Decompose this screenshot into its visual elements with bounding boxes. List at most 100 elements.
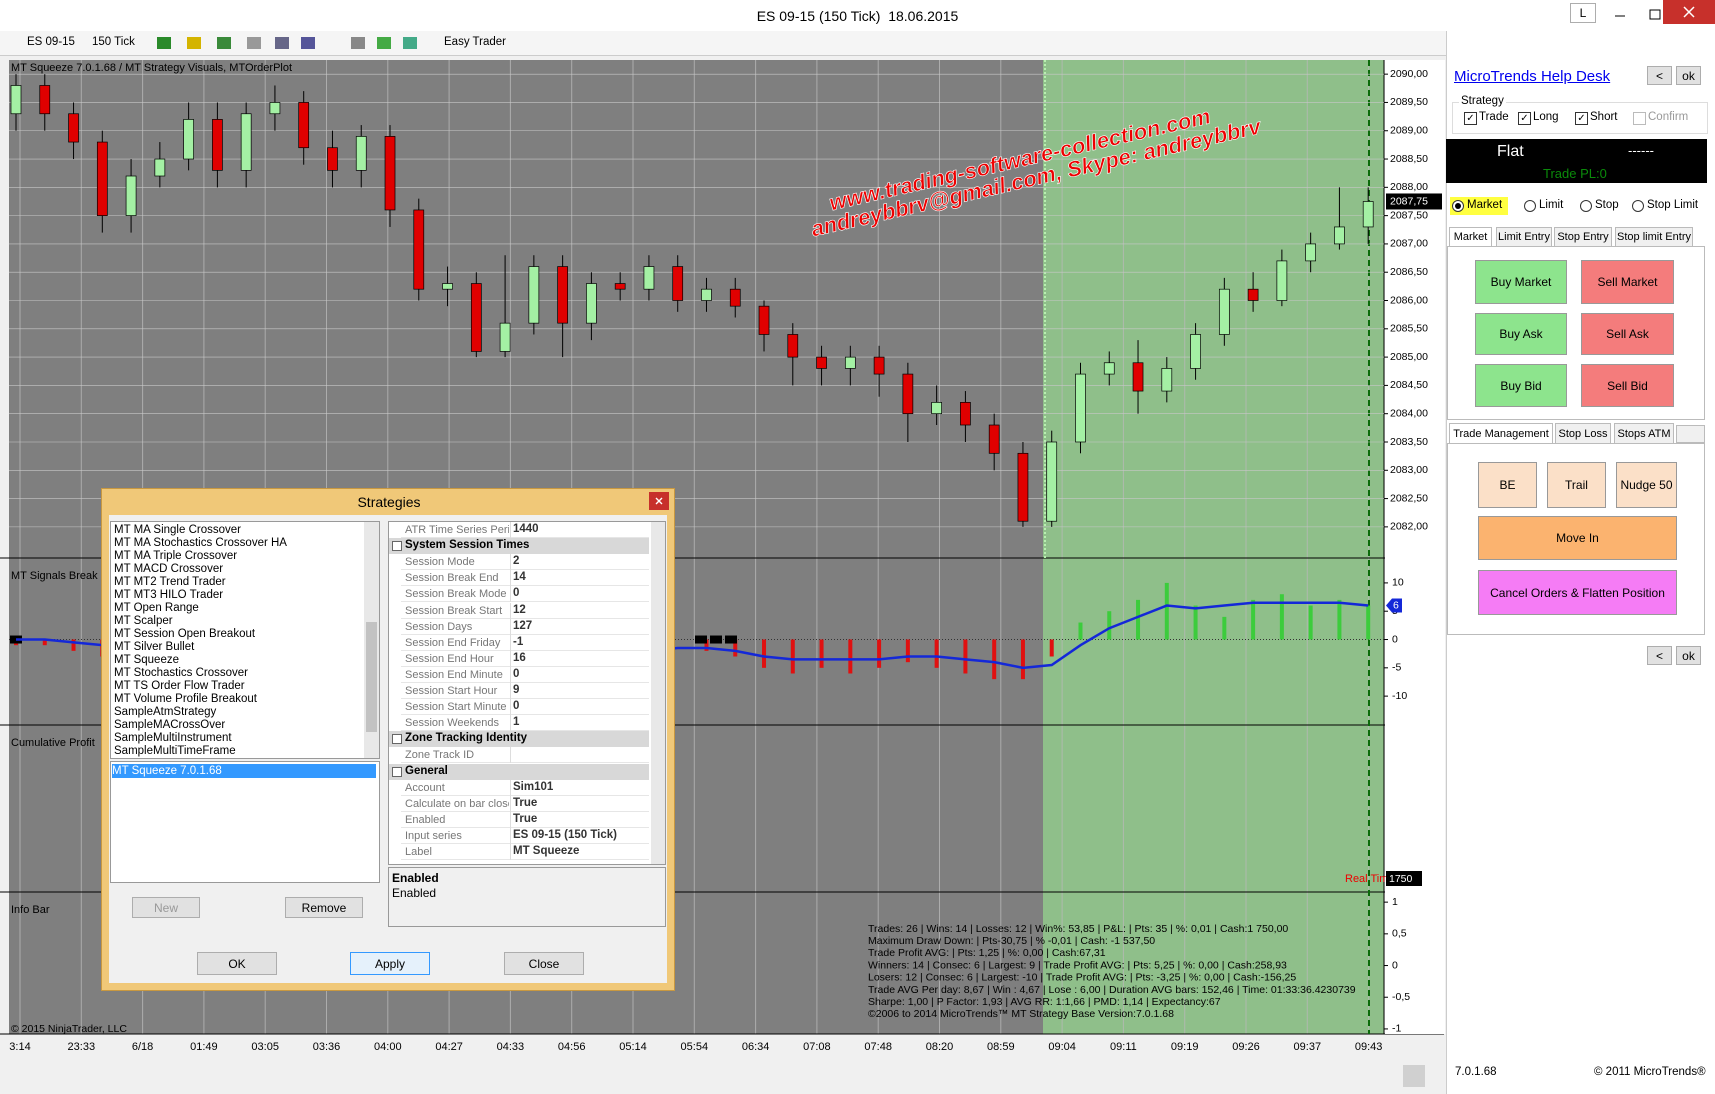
time-label: 04:00 bbox=[374, 1041, 402, 1053]
tab[interactable]: Limit Entry bbox=[1496, 227, 1552, 246]
scroll-thumb[interactable] bbox=[1403, 1065, 1425, 1087]
histogram-bar bbox=[1078, 622, 1083, 640]
strategy-item[interactable]: MT Session Open Breakout bbox=[114, 628, 256, 640]
selected-item[interactable]: MT Squeeze 7.0.1.68 bbox=[112, 764, 376, 778]
buy-bid[interactable]: Buy Bid bbox=[1475, 364, 1567, 407]
buy-ask[interactable]: Buy Ask bbox=[1475, 313, 1567, 355]
category-name: Zone Tracking Identity bbox=[405, 732, 528, 745]
candle-body bbox=[327, 147, 338, 171]
be-button[interactable]: BE bbox=[1478, 462, 1537, 508]
buy-market[interactable]: Buy Market bbox=[1475, 260, 1567, 304]
property-value[interactable]: -1 bbox=[513, 635, 524, 648]
pane-title: Cumulative Profit bbox=[11, 737, 95, 749]
ok-button[interactable]: ok bbox=[1676, 646, 1701, 665]
property-name: Calculate on bar close bbox=[405, 797, 509, 810]
sell-ask[interactable]: Sell Ask bbox=[1581, 313, 1674, 355]
checkbox[interactable]: ✓ bbox=[1518, 112, 1531, 125]
property-value[interactable]: Sim101 bbox=[513, 780, 554, 793]
ok-button[interactable]: OK bbox=[197, 952, 277, 975]
y-tick-label: 10 bbox=[1392, 577, 1404, 589]
property-value[interactable]: MT Squeeze bbox=[513, 845, 580, 857]
strategy-item[interactable]: MT Open Range bbox=[114, 602, 199, 614]
strategy-item[interactable]: MT MACD Crossover bbox=[114, 563, 224, 575]
property-value[interactable]: 12 bbox=[513, 603, 526, 616]
apply-button[interactable]: Apply bbox=[350, 952, 430, 975]
easy-trader[interactable]: Easy Trader bbox=[444, 36, 506, 48]
nudge-button[interactable]: Nudge 50 bbox=[1616, 462, 1677, 508]
remove-button[interactable]: Remove bbox=[285, 897, 363, 918]
close-button[interactable]: Close bbox=[504, 952, 584, 975]
radio[interactable] bbox=[1524, 200, 1536, 212]
strategy-item[interactable]: MT Squeeze bbox=[114, 654, 179, 666]
col-divider bbox=[510, 666, 511, 683]
strategy-item[interactable]: MT MT2 Trend Trader bbox=[114, 576, 226, 588]
strategy-item[interactable]: SampleMultiInstrument bbox=[114, 732, 232, 744]
dialog-close[interactable] bbox=[649, 492, 669, 510]
cancel-flatten[interactable]: Cancel Orders & Flatten Position bbox=[1478, 570, 1677, 615]
ok-button[interactable]: ok bbox=[1676, 66, 1701, 85]
layout-button[interactable]: L bbox=[1570, 3, 1596, 23]
tab[interactable]: Stop Loss bbox=[1555, 423, 1611, 443]
radio[interactable] bbox=[1580, 200, 1592, 212]
property-value[interactable]: 2 bbox=[513, 555, 520, 568]
y-tick-label: 2089,50 bbox=[1390, 96, 1428, 108]
property-value[interactable]: 0 bbox=[513, 700, 520, 713]
tab[interactable]: Stop limit Entry bbox=[1615, 227, 1693, 246]
property-name: Enabled bbox=[405, 813, 446, 826]
checkbox[interactable]: ✓ bbox=[1575, 112, 1588, 125]
tab-scroll[interactable] bbox=[1676, 425, 1705, 443]
interval-select[interactable]: 150 Tick bbox=[92, 36, 135, 48]
description-box: Enabled Enabled bbox=[388, 867, 666, 927]
property-value[interactable]: 9 bbox=[513, 684, 520, 696]
help-link[interactable]: MicroTrends Help Desk bbox=[1454, 68, 1611, 85]
trail-button[interactable]: Trail bbox=[1547, 462, 1606, 508]
property-value[interactable]: 0 bbox=[513, 667, 520, 680]
tab[interactable]: Market bbox=[1449, 227, 1492, 246]
property-value[interactable]: 1 bbox=[513, 716, 520, 729]
property-value[interactable]: True bbox=[513, 812, 538, 825]
back-button[interactable]: < bbox=[1647, 646, 1672, 665]
strategy-item[interactable]: MT Scalper bbox=[114, 615, 173, 627]
strategy-item[interactable]: MT Volume Profile Breakout bbox=[114, 693, 257, 705]
back-button[interactable]: < bbox=[1647, 66, 1672, 85]
radio[interactable] bbox=[1632, 200, 1644, 212]
property-value[interactable]: True bbox=[513, 796, 538, 809]
strategy-item[interactable]: SampleAtmStrategy bbox=[114, 706, 217, 718]
y-tick-label: 2087,50 bbox=[1390, 209, 1428, 221]
strategy-item[interactable]: MT MT3 HILO Trader bbox=[114, 589, 224, 601]
tab[interactable]: Stops ATM bbox=[1614, 423, 1674, 443]
strategy-item[interactable]: MT Stochastics Crossover bbox=[114, 667, 248, 679]
property-value[interactable]: 16 bbox=[513, 651, 526, 664]
strategy-item[interactable]: SampleMultiTimeFrame bbox=[114, 745, 236, 757]
histogram-bar bbox=[704, 639, 709, 651]
time-label: 03:36 bbox=[313, 1041, 341, 1053]
strategy-item[interactable]: MT MA Stochastics Crossover HA bbox=[114, 537, 287, 549]
checkbox[interactable]: ✓ bbox=[1464, 112, 1477, 125]
strategy-item[interactable]: MT Silver Bullet bbox=[114, 641, 195, 653]
property-value[interactable]: 1440 bbox=[513, 523, 539, 535]
strategy-item[interactable]: MT TS Order Flow Trader bbox=[114, 680, 245, 692]
histogram-bar bbox=[1222, 616, 1227, 640]
histogram-bar bbox=[1107, 611, 1112, 640]
histogram-bar bbox=[42, 639, 47, 646]
y-tick-label: 2087,00 bbox=[1390, 238, 1428, 250]
sell-bid[interactable]: Sell Bid bbox=[1581, 364, 1674, 407]
new-button[interactable]: New bbox=[132, 897, 200, 918]
move-in[interactable]: Move In bbox=[1478, 516, 1677, 560]
property-value[interactable]: ES 09-15 (150 Tick) bbox=[513, 828, 617, 841]
strategy-item[interactable]: MT MA Single Crossover bbox=[114, 524, 241, 536]
checkbox[interactable] bbox=[1633, 112, 1646, 125]
tab[interactable]: Stop Entry bbox=[1554, 227, 1612, 246]
strategy-item[interactable]: MT MA Triple Crossover bbox=[114, 550, 238, 562]
time-label: 01:49 bbox=[190, 1041, 218, 1053]
property-value[interactable]: 127 bbox=[513, 619, 533, 632]
instrument-select[interactable]: ES 09-15 bbox=[27, 36, 75, 48]
strategy-item[interactable]: SampleMACrossOver bbox=[114, 719, 226, 731]
property-value[interactable]: 14 bbox=[513, 571, 526, 584]
tab[interactable]: Trade Management bbox=[1449, 423, 1553, 443]
toolbar: ES 09-15 150 Tick Easy Trader bbox=[0, 31, 1446, 56]
property-value[interactable]: 0 bbox=[513, 587, 520, 600]
sell-market[interactable]: Sell Market bbox=[1581, 260, 1674, 304]
candle-body bbox=[154, 158, 166, 177]
